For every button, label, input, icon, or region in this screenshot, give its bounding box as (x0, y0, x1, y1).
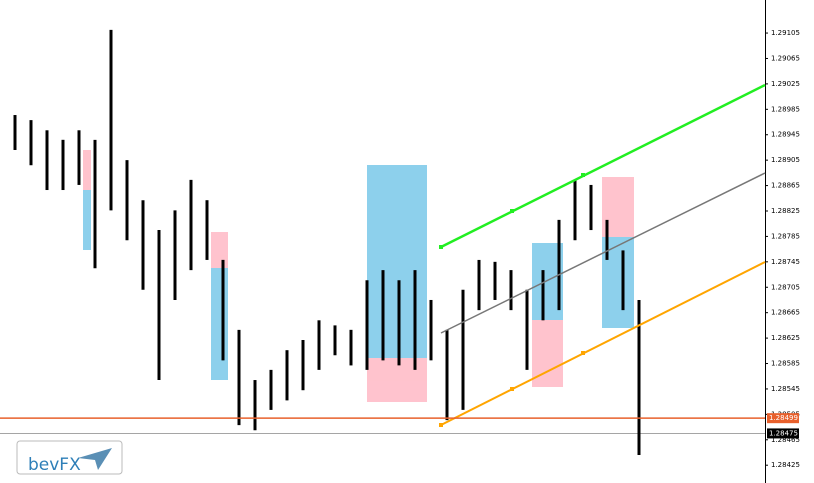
y-tick-label: 1.28985 (771, 105, 800, 113)
y-tick-label: 1.28545 (771, 385, 800, 393)
y-tick-label: 1.29025 (771, 80, 800, 88)
price-tag (767, 428, 799, 439)
channel-top (440, 83, 766, 249)
anchor (510, 387, 514, 391)
demand-zone (83, 190, 91, 250)
channel (439, 83, 766, 427)
price-label: 1.28475 (769, 429, 798, 437)
channel-mid (440, 172, 766, 334)
logo-box (16, 440, 123, 475)
demand-zone (211, 268, 228, 380)
y-tick-label: 1.28425 (771, 461, 800, 469)
demand-zone (367, 165, 427, 358)
price-tag (767, 413, 799, 424)
y-tick-label: 1.28865 (771, 182, 800, 190)
zones (83, 150, 634, 402)
logo: bevFX (16, 440, 123, 475)
y-tick-label: 1.28705 (771, 283, 800, 291)
y-tick-label: 1.28665 (771, 309, 800, 317)
y-tick-label: 1.28585 (771, 360, 800, 368)
y-tick-label: 1.28745 (771, 258, 800, 266)
supply-zone (83, 150, 91, 190)
y-tick-label: 1.28945 (771, 131, 800, 139)
anchor (581, 173, 585, 177)
y-tick-label: 1.28905 (771, 156, 800, 164)
y-tick-label: 1.29065 (771, 54, 800, 62)
anchor (510, 209, 514, 213)
channel-bottom (440, 261, 766, 426)
y-tick-label: 1.28825 (771, 207, 800, 215)
anchor (439, 423, 443, 427)
supply-zone (367, 358, 427, 402)
anchor (581, 351, 585, 355)
y-tick-label: 1.28625 (771, 334, 800, 342)
y-tick-label: 1.28465 (771, 436, 800, 444)
y-tick-label: 1.28785 (771, 232, 800, 240)
price-label: 1.28499 (769, 414, 798, 422)
y-tick-label: 1.29105 (771, 29, 800, 37)
anchor (439, 245, 443, 249)
logo-text: bevFX (28, 455, 81, 475)
plot (13, 29, 641, 456)
supply-zone (211, 232, 228, 268)
logo-bird (78, 448, 112, 470)
